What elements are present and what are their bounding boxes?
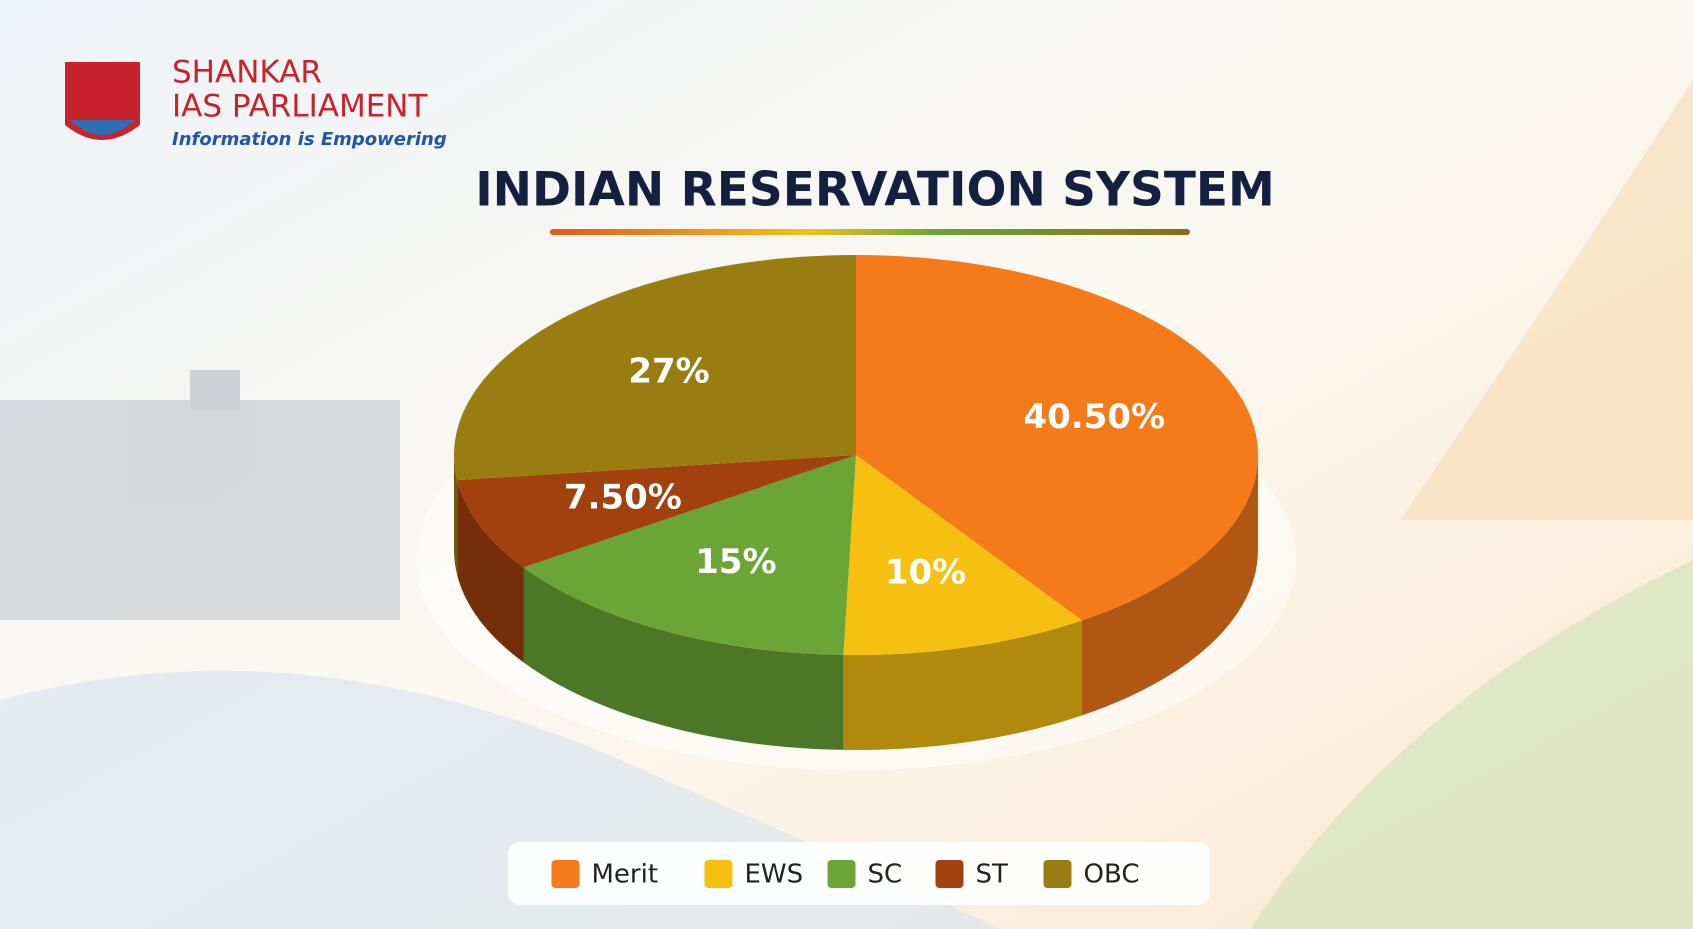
data-label: 10% bbox=[885, 553, 966, 593]
legend-swatch bbox=[1043, 860, 1072, 888]
legend: Merit EWS SC ST OBC bbox=[551, 860, 1140, 890]
slice-side bbox=[1081, 455, 1258, 716]
legend-label: ST bbox=[976, 860, 1009, 890]
data-label: 27% bbox=[628, 351, 709, 391]
slice-side bbox=[457, 480, 524, 663]
decor-wave bbox=[1250, 560, 1693, 929]
legend-swatch bbox=[704, 860, 733, 888]
data-label: 40.50% bbox=[1023, 397, 1165, 437]
legend-swatch bbox=[935, 860, 964, 888]
logo-shield-base bbox=[70, 120, 135, 135]
logo-name: SHANKAR bbox=[172, 55, 322, 91]
slice-side bbox=[843, 620, 1082, 750]
legend-swatch bbox=[551, 860, 580, 888]
legend-box bbox=[508, 842, 1210, 905]
decor-hill bbox=[1400, 80, 1693, 520]
logo: SHANKAR IAS PARLIAMENT Information is Em… bbox=[65, 55, 447, 150]
chart-title: INDIAN RESERVATION SYSTEM bbox=[475, 163, 1275, 218]
legend-label: SC bbox=[868, 860, 903, 890]
title-underline bbox=[550, 229, 1190, 235]
pie: 40.50% 10% 15% 7.50% 27% bbox=[454, 255, 1258, 750]
logo-name: IAS PARLIAMENT bbox=[172, 89, 428, 125]
legend-swatch bbox=[827, 860, 856, 888]
logo-tagline: Information is Empowering bbox=[172, 129, 447, 150]
legend-label: OBC bbox=[1084, 860, 1140, 890]
parliament-building bbox=[0, 370, 400, 620]
slice bbox=[454, 255, 856, 481]
legend-label: Merit bbox=[592, 860, 659, 890]
slice bbox=[523, 455, 856, 655]
slice bbox=[457, 455, 856, 568]
data-label: 15% bbox=[695, 542, 776, 582]
slice-side bbox=[523, 567, 844, 750]
slice-side bbox=[454, 455, 458, 576]
slice bbox=[843, 455, 1082, 655]
slice bbox=[856, 255, 1258, 621]
data-label: 7.50% bbox=[564, 477, 682, 517]
legend-label: EWS bbox=[745, 860, 804, 890]
